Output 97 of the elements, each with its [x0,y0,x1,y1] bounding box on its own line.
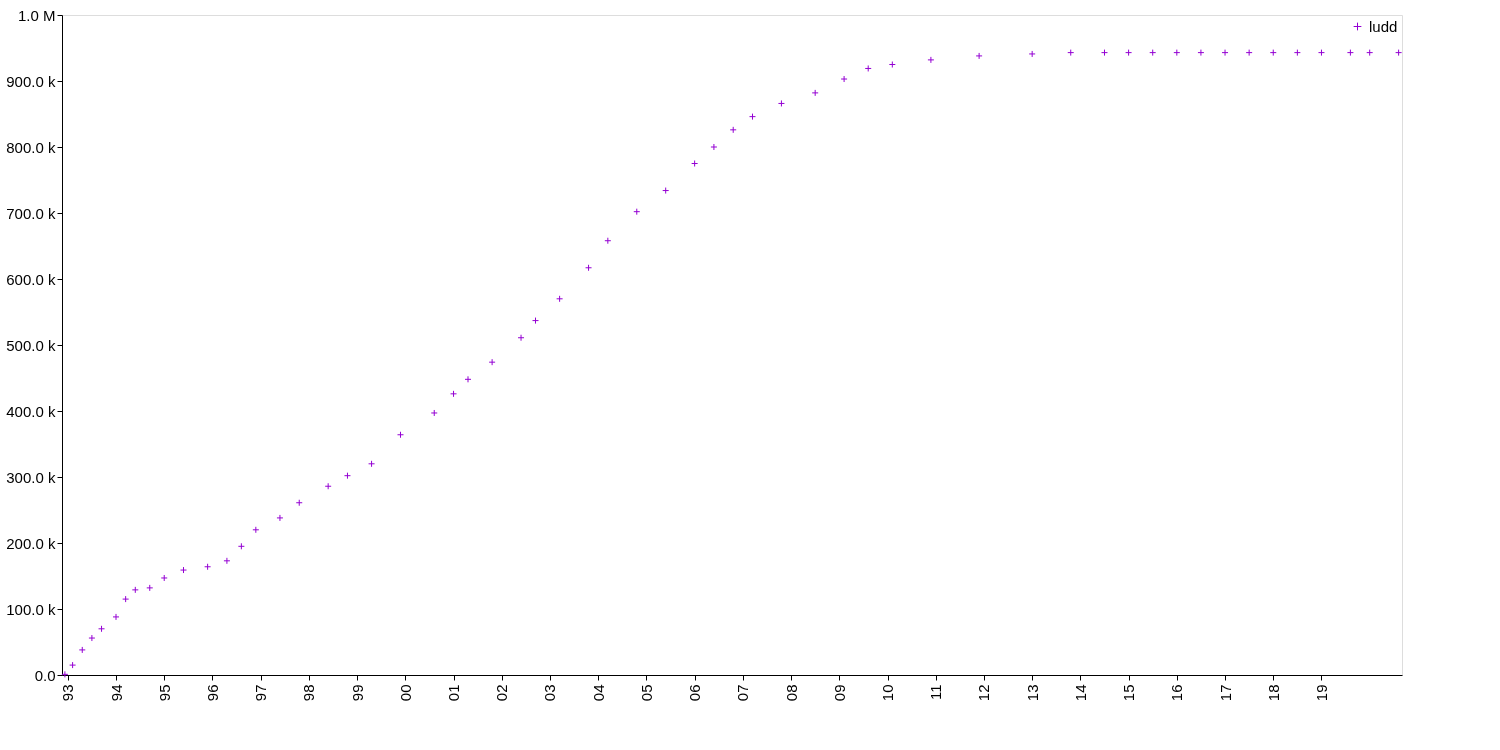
point [98,625,106,633]
point [811,89,819,97]
point [1346,49,1354,57]
y-tick-label: 0.0 [34,666,56,684]
point [777,99,785,107]
point [840,75,848,83]
point [927,56,935,64]
y-tick-label: 1.0 M [17,6,56,24]
y-tick-label: 500.0 k [6,336,56,354]
point [633,208,641,216]
point [252,526,260,534]
legend-label: ludd [1369,17,1398,35]
x-tick-label: 09 [830,684,848,702]
x-tick-label: 07 [734,684,752,702]
point [324,482,332,490]
x-tick-label: 13 [1023,684,1041,702]
x-tick-label: 01 [445,684,463,702]
point [1395,49,1403,57]
y-tick-label: 600.0 k [6,270,56,288]
x-tick-label: 18 [1264,684,1282,702]
point [237,542,245,550]
y-tick-label: 900.0 k [6,72,56,90]
x-tick-label: 10 [879,684,897,702]
point [1221,49,1229,57]
point [160,574,168,582]
point [517,334,525,342]
point [180,566,188,574]
point [122,595,130,603]
x-tick-label: 95 [155,684,173,702]
point [888,61,896,68]
point [1197,49,1205,57]
point [1269,49,1277,57]
x-tick-label: 14 [1071,684,1089,702]
point [1028,50,1036,58]
point [368,460,376,468]
x-tick-label: 12 [975,684,993,702]
point [556,295,564,303]
point [710,143,718,151]
y-tick-label: 200.0 k [6,534,56,552]
point [61,670,69,678]
x-tick-label: 19 [1312,684,1330,702]
x-tick-label: 94 [107,684,125,702]
point [532,317,540,325]
point [729,126,737,134]
point [1125,49,1133,57]
point [78,646,86,654]
point [88,634,96,642]
point [604,237,612,245]
point [975,52,983,60]
x-tick-label: 11 [927,684,945,701]
point [450,390,458,398]
x-tick-label: 06 [686,684,704,702]
x-tick-label: 93 [59,684,77,702]
x-tick-label: 08 [782,684,800,702]
point [397,431,404,439]
point [1100,49,1108,57]
point [691,160,699,167]
x-tick-label: 96 [203,684,221,702]
x-tick-label: 98 [300,684,318,702]
point [488,358,496,366]
point [1366,49,1374,57]
point [864,64,872,72]
x-tick-label: 15 [1120,684,1138,702]
x-tick-label: 99 [348,684,366,702]
point [662,187,670,195]
point [1245,49,1253,57]
point [1173,49,1181,57]
point [1293,49,1301,57]
y-tick-label: 800.0 k [6,138,56,156]
point [1149,49,1157,57]
point [585,264,593,272]
point [223,557,231,565]
x-tick-label: 16 [1168,684,1186,702]
y-tick-label: 300.0 k [6,468,56,486]
x-tick-label: 17 [1216,684,1234,702]
x-tick-label: 02 [493,684,511,702]
x-tick-label: 97 [252,684,270,702]
point [430,409,438,417]
point [131,586,139,594]
point [276,514,284,522]
point [1317,49,1325,57]
y-tick-label: 400.0 k [6,402,56,420]
point [748,113,756,121]
point [343,472,351,480]
y-tick-label: 700.0 k [6,204,56,222]
point [69,661,77,669]
x-tick-label: 05 [637,684,655,702]
x-tick-label: 03 [541,684,559,702]
x-tick-label: 04 [589,684,607,702]
point [112,613,120,621]
point [146,584,154,592]
x-tick-label: 00 [396,684,414,702]
point [204,563,212,571]
point [464,375,472,383]
point [295,499,303,507]
point [1067,49,1075,57]
y-tick-label: 100.0 k [6,600,56,618]
